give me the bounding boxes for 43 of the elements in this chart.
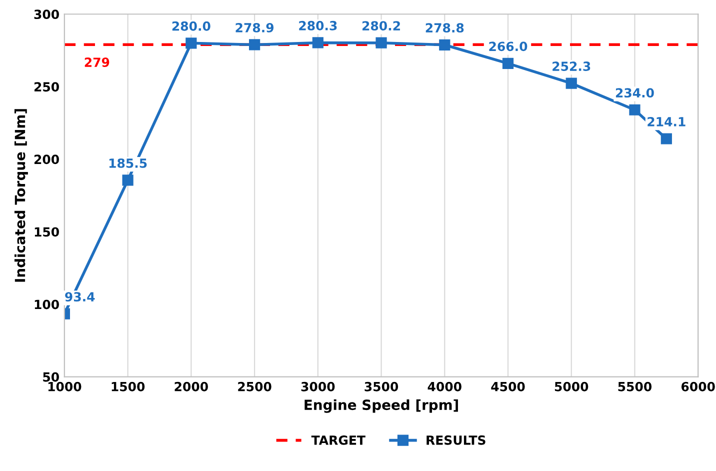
x-tick-label: 1500: [112, 382, 145, 392]
annotation: 279: [84, 58, 110, 67]
point: [439, 39, 450, 50]
point: [248, 39, 260, 50]
x-tick-label: 2000: [174, 382, 208, 392]
y-tick-label: 250: [34, 82, 59, 92]
point: [566, 78, 577, 89]
x-tick-label: 4000: [428, 382, 462, 392]
data-label: 280.3: [299, 20, 337, 30]
data-label: 234.0: [616, 88, 654, 98]
point: [376, 37, 387, 48]
data-label: 280.0: [172, 21, 210, 31]
data-label: 214.1: [648, 116, 686, 126]
x-tick-label: 1000: [48, 382, 82, 392]
point: [502, 58, 514, 70]
data-label: 278.8: [426, 23, 464, 33]
x-tick-label: 3000: [301, 382, 335, 392]
point: [629, 104, 640, 116]
data-label: 185.5: [109, 158, 147, 168]
x-tick-label: 6000: [681, 382, 715, 392]
data-label: 252.3: [552, 62, 590, 72]
y-tick-label: 100: [34, 300, 59, 310]
data-label: 266.0: [489, 42, 528, 52]
legend-label: RESULTS: [426, 435, 486, 445]
data-label: 93.4: [65, 292, 95, 302]
x-tick-label: 2500: [238, 382, 272, 392]
y-tick-label: 300: [34, 10, 59, 20]
point: [122, 174, 134, 186]
point: [312, 37, 324, 48]
x-tick-label: 5500: [618, 382, 652, 392]
y-tick-label: 200: [34, 154, 59, 164]
y-tick-label: 150: [34, 227, 59, 237]
x-axis-title: Engine Speed [rpm]: [304, 399, 458, 413]
x-tick-label: 3500: [364, 382, 398, 392]
x-tick-label: 5000: [554, 382, 588, 392]
y-tick-label: 50: [43, 372, 59, 382]
legend-label: TARGET: [311, 435, 366, 445]
point: [660, 133, 672, 144]
y-axis-title: Indicated Torque [Nm]: [14, 109, 28, 282]
point: [186, 38, 197, 49]
data-label: 278.9: [236, 22, 274, 32]
x-tick-label: 4500: [491, 382, 525, 392]
data-label: 280.2: [362, 21, 400, 31]
